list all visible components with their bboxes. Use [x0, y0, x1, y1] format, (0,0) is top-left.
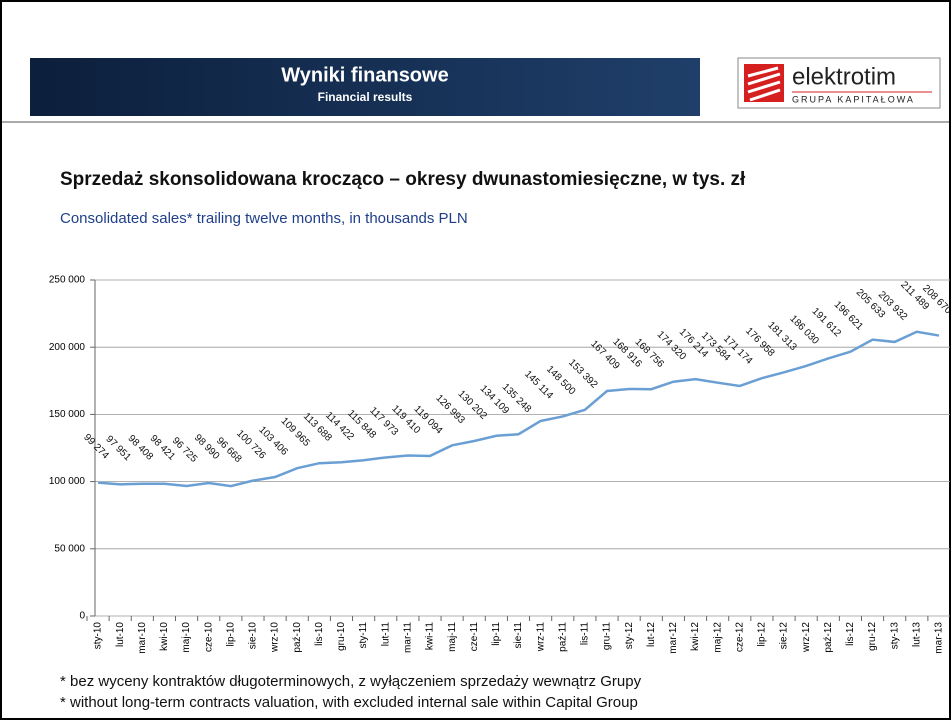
- x-tick-label: paź-10: [292, 622, 303, 653]
- x-tick-label: mar-12: [668, 622, 679, 654]
- x-tick-label: lip-12: [757, 622, 768, 647]
- y-tick-label: 150 000: [49, 409, 86, 420]
- x-tick-label: paź-12: [823, 622, 834, 653]
- x-tick-label: lut-10: [115, 622, 126, 647]
- footnote: * without long-term contracts valuation,…: [60, 694, 638, 711]
- x-tick-label: mar-13: [934, 622, 945, 654]
- chart-title: Sprzedaż skonsolidowana krocząco – okres…: [60, 169, 746, 190]
- x-tick-label: wrz-10: [270, 622, 281, 653]
- x-tick-label: sty-13: [889, 622, 900, 650]
- y-tick-label: 200 000: [49, 342, 86, 353]
- x-tick-label: lut-12: [646, 622, 657, 647]
- x-tick-label: maj-10: [181, 622, 192, 653]
- header-subtitle: Financial results: [318, 90, 413, 104]
- x-tick-label: gru-12: [867, 622, 878, 651]
- x-tick-label: lip-10: [225, 622, 236, 647]
- header-bar: [30, 58, 700, 116]
- x-tick-label: wrz-11: [535, 622, 546, 653]
- x-tick-label: cze-10: [203, 622, 214, 652]
- y-tick-label: 0: [79, 611, 85, 622]
- chart-subtitle: Consolidated sales* trailing twelve mont…: [60, 210, 468, 227]
- x-tick-label: kwi-10: [159, 622, 170, 651]
- x-tick-label: gru-11: [602, 622, 613, 651]
- x-tick-label: maj-12: [712, 622, 723, 653]
- x-tick-label: maj-11: [447, 622, 458, 652]
- x-tick-label: sty-11: [358, 622, 369, 649]
- x-tick-label: sty-10: [93, 622, 104, 650]
- x-tick-label: lis-12: [845, 622, 856, 646]
- logo-tagline: GRUPA KAPITAŁOWA: [792, 94, 915, 104]
- logo-name: elektrotim: [792, 63, 896, 90]
- x-tick-label: sty-12: [624, 622, 635, 650]
- y-tick-label: 50 000: [54, 543, 85, 554]
- x-tick-label: lip-11: [491, 622, 502, 646]
- logo-icon: [744, 64, 784, 102]
- x-tick-label: kwi-12: [690, 622, 701, 651]
- x-tick-label: lut-11: [380, 622, 391, 647]
- footnote: * bez wyceny kontraktów długoterminowych…: [60, 673, 642, 690]
- x-tick-label: mar-10: [137, 622, 148, 654]
- x-tick-label: kwi-11: [425, 622, 436, 651]
- x-tick-label: lis-10: [314, 622, 325, 646]
- series-line: [97, 330, 940, 488]
- x-tick-label: mar-11: [402, 622, 413, 653]
- y-tick-label: 100 000: [49, 476, 86, 487]
- header-title: Wyniki finansowe: [281, 64, 448, 86]
- x-tick-label: wrz-12: [801, 622, 812, 653]
- x-tick-label: cze-12: [734, 622, 745, 652]
- x-tick-label: paź-11: [557, 622, 568, 652]
- x-tick-label: cze-11: [469, 622, 480, 652]
- x-tick-label: sie-12: [779, 622, 790, 650]
- x-tick-label: gru-10: [336, 622, 347, 651]
- x-tick-label: sie-11: [513, 622, 524, 649]
- x-tick-label: lis-11: [580, 622, 591, 646]
- y-tick-label: 250 000: [49, 275, 86, 286]
- x-tick-label: lut-13: [911, 622, 922, 647]
- x-tick-label: sie-10: [248, 622, 259, 650]
